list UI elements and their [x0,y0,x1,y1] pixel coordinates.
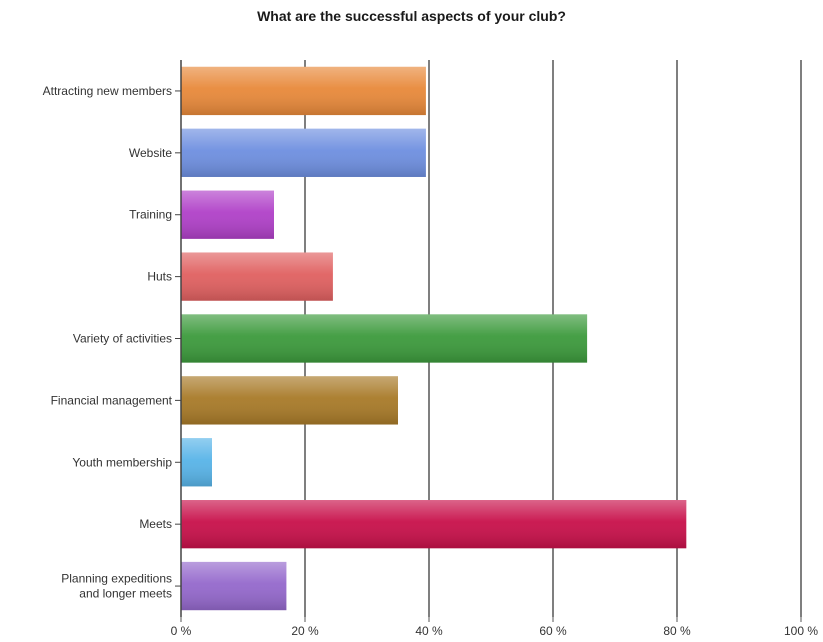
bar-highlight [181,66,426,116]
category-labels: Attracting new members Website Training Hut… [43,84,173,601]
category-label: Training [129,208,172,222]
axes [175,60,802,622]
bar-highlight [181,561,287,611]
tick-labels: 0 % 20 % 40 % 60 % 80 % 100 % [171,624,819,638]
category-label: Financial management [51,393,173,407]
category-label: Huts [147,270,172,284]
bar-highlight [181,190,274,239]
bar-highlight [181,376,398,425]
category-label: Website [129,146,172,160]
bar-highlight [181,128,426,177]
bars [181,66,687,611]
x-tick-label: 0 % [171,624,192,638]
chart-title: What are the successful aspects of your … [257,8,566,24]
category-label: Planning expeditions and longer meets [61,572,172,601]
bar-highlight [181,438,212,487]
category-label: Variety of activities [73,332,172,346]
x-tick-label: 60 % [539,624,567,638]
bar-highlight [181,314,588,363]
category-label: Meets [139,517,172,531]
category-label: Youth membership [72,455,172,469]
x-tick-label: 40 % [415,624,443,638]
x-tick-label: 80 % [663,624,691,638]
category-label: Attracting new members [43,84,172,98]
bar-highlight [181,252,333,301]
x-tick-label: 100 % [784,624,818,638]
x-tick-label: 20 % [291,624,319,638]
bar-highlight [181,500,687,549]
